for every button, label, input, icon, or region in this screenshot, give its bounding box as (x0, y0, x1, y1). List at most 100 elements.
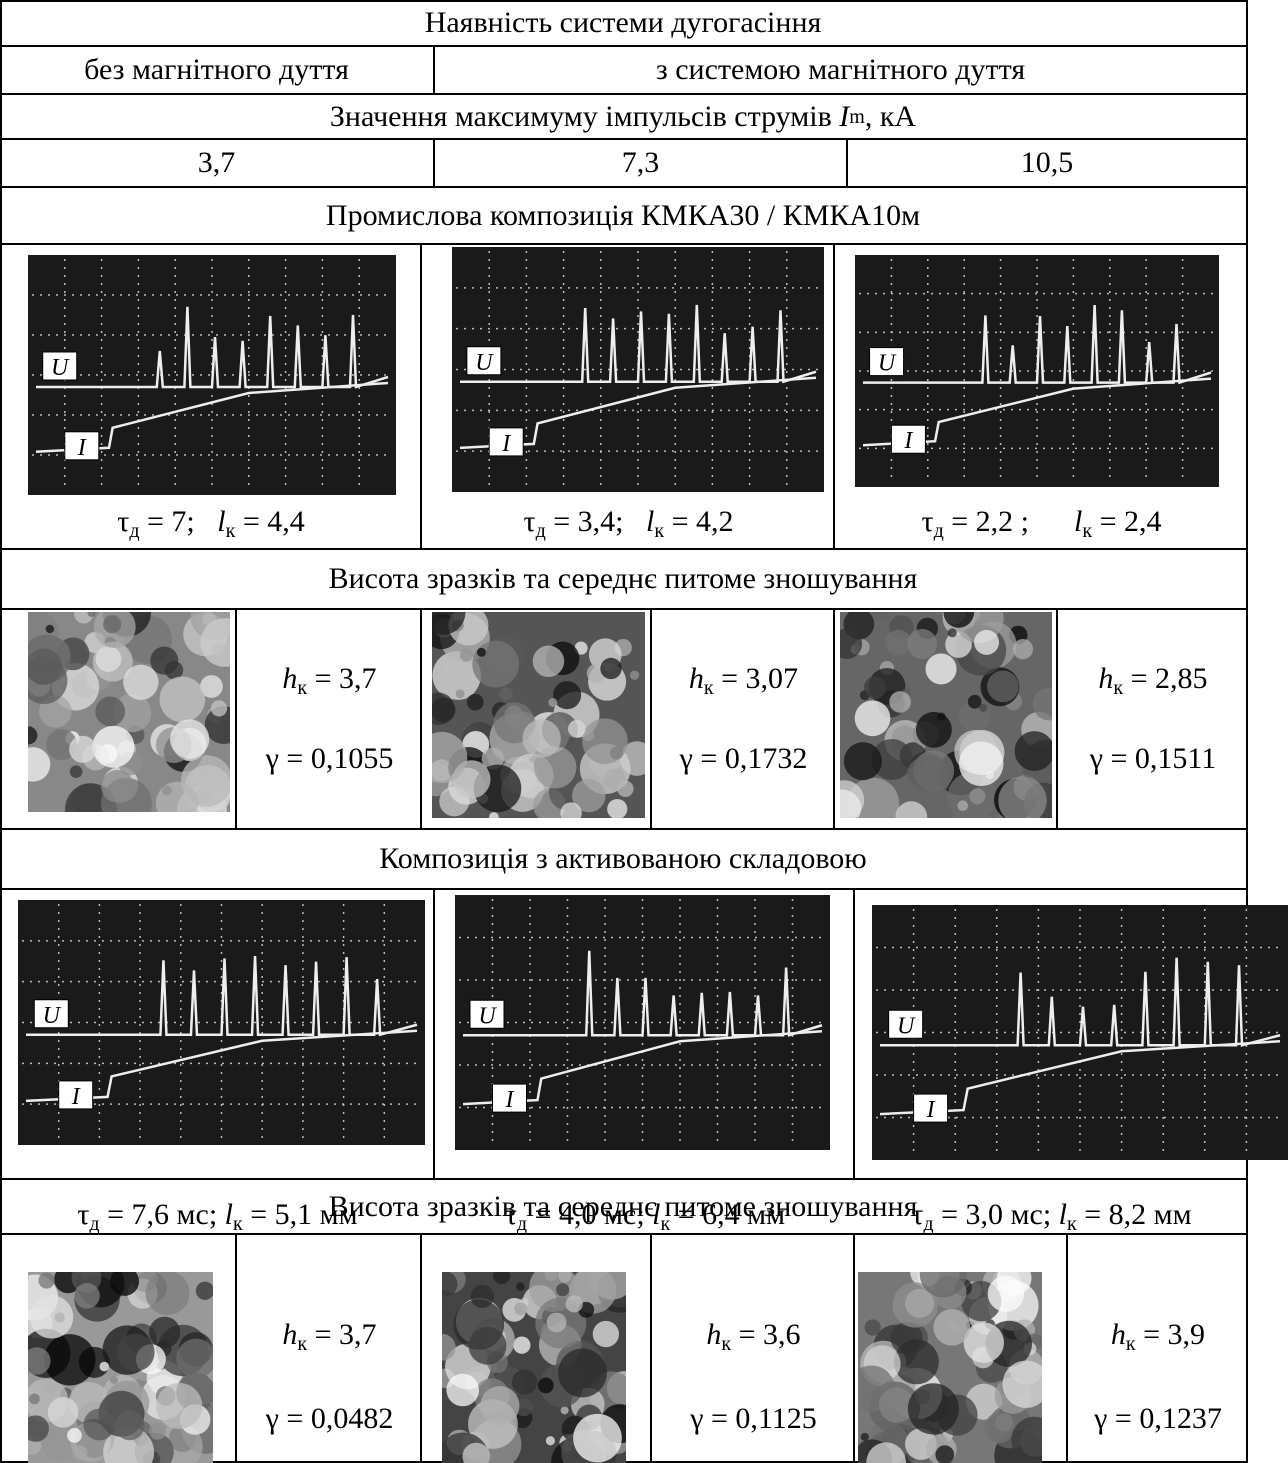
photo-speckle (861, 1433, 869, 1441)
sample-photo (840, 612, 1052, 818)
oscillogram: UI (455, 895, 830, 1150)
oscillogram: UI (28, 255, 396, 495)
photo-speckle (1013, 639, 1033, 659)
tau-symbol: τ (922, 505, 934, 538)
trace-label: U (478, 1003, 497, 1029)
tau-value: = 3,4; (546, 505, 646, 538)
photo-speckle (67, 1428, 82, 1443)
sample-value-cell (237, 610, 422, 830)
photo-speckle (149, 1423, 166, 1440)
sample-value-cell (1058, 610, 1248, 830)
oscillogram: UI (452, 247, 824, 492)
photo-speckle (30, 1295, 73, 1338)
photo-speckle (593, 1321, 619, 1347)
photo-speckle (855, 700, 891, 736)
tau-subscript: д (129, 520, 139, 542)
photo-speckle (547, 1312, 567, 1332)
photo-speckle (38, 1272, 54, 1288)
wear-value: γ = 0,0482 (237, 1402, 422, 1436)
l-subscript: к (226, 520, 236, 542)
trace-label: I (903, 428, 913, 454)
gamma-value: γ = 0,1732 (680, 742, 808, 775)
h-symbol: h (689, 662, 704, 695)
photo-speckle (568, 720, 586, 738)
oscillogram-caption: τд = 2,2 ; lк = 2,4 (835, 505, 1248, 539)
current-unit: , кА (865, 100, 916, 134)
photo-speckle (99, 1362, 109, 1372)
wear-title-cell: Висота зразків та середнє питоме зношува… (0, 550, 1248, 610)
h-subscript: к (704, 677, 714, 699)
l-subscript: к (1082, 520, 1092, 542)
photo-speckle (865, 1319, 881, 1335)
photo-speckle (123, 665, 158, 700)
h-symbol: h (1098, 662, 1113, 695)
photo-speckle (512, 1369, 537, 1394)
photo-speckle (69, 736, 96, 763)
photo-speckle (538, 1378, 554, 1394)
current-header-cell: Значення максимуму імпульсів струмів Im,… (0, 95, 1248, 140)
photo-speckle (630, 671, 639, 680)
current-symbol: I (839, 100, 849, 134)
photo-speckle (864, 676, 886, 698)
photo-speckle (156, 1383, 202, 1429)
h-subscript: к (1126, 1333, 1136, 1355)
trace-label: I (501, 431, 511, 457)
photo-speckle (211, 700, 227, 716)
photo-speckle (149, 1317, 180, 1348)
tau-value: = 2,2 ; (944, 505, 1074, 538)
photo-speckle (556, 1283, 569, 1296)
wear-value: γ = 0,1125 (652, 1402, 855, 1436)
h-value: = 3,07 (714, 662, 798, 695)
photo-speckle (117, 1334, 155, 1372)
photo-speckle (566, 1295, 583, 1312)
l-symbol: l (217, 505, 225, 538)
wear-value: γ = 0,1511 (1058, 742, 1248, 776)
oscillogram: UI (18, 900, 425, 1145)
oscillogram-caption: τд = 7; lк = 4,4 (0, 505, 422, 539)
h-value: = 2,85 (1123, 662, 1207, 695)
height-value: hк = 3,6 (652, 1318, 855, 1352)
oscillogram: UI (855, 255, 1219, 487)
l-value: = 2,4 (1092, 505, 1161, 538)
h-subscript: к (297, 1333, 307, 1355)
photo-speckle (908, 1383, 959, 1434)
photo-speckle (988, 1276, 1024, 1312)
current-cell: 10,5 (848, 140, 1248, 188)
trace-label: U (897, 1013, 916, 1039)
photo-speckle (92, 726, 134, 768)
current-header-text: Значення максимуму імпульсів струмів (330, 100, 839, 134)
photo-speckle (499, 687, 513, 701)
photo-speckle (469, 1327, 507, 1365)
photo-speckle (514, 1302, 527, 1315)
trace-label: U (475, 350, 494, 376)
sample-value-cell (652, 610, 835, 830)
photo-speckle (600, 658, 621, 679)
wear-title: Висота зразків та середнє питоме зношува… (329, 562, 918, 596)
trace-label: U (43, 1003, 62, 1029)
height-value: hк = 3,7 (237, 1318, 422, 1352)
photo-speckle (446, 1374, 479, 1407)
trace-label: U (51, 355, 70, 381)
photo-speckle (969, 788, 985, 804)
mode-text: без магнітного дуття (84, 53, 349, 87)
photo-speckle (907, 629, 937, 659)
header-cell: Наявність системи дугогасіння (0, 0, 1248, 47)
gamma-value: γ = 0,1237 (1094, 1402, 1222, 1435)
photo-speckle (83, 1409, 115, 1441)
wear-value: γ = 0,1237 (1068, 1402, 1248, 1436)
photo-speckle (29, 1393, 40, 1404)
photo-speckle (558, 1348, 607, 1397)
photo-speckle (889, 691, 911, 713)
tau-symbol: τ (117, 505, 129, 538)
photo-speckle (948, 628, 957, 637)
tau-value: = 7; (140, 505, 218, 538)
wear-title-cell: Висота зразків та середнє питоме зношува… (0, 1180, 1248, 1235)
sample-photo (28, 612, 230, 812)
trace-label: I (926, 1097, 936, 1123)
current-value: 7,3 (622, 146, 660, 180)
height-value: hк = 3,9 (1068, 1318, 1248, 1352)
photo-speckle (987, 671, 1019, 703)
wear-title: Висота зразків та середнє питоме зношува… (329, 1190, 918, 1224)
tau-symbol: τ (524, 505, 536, 538)
photo-speckle (548, 698, 557, 707)
